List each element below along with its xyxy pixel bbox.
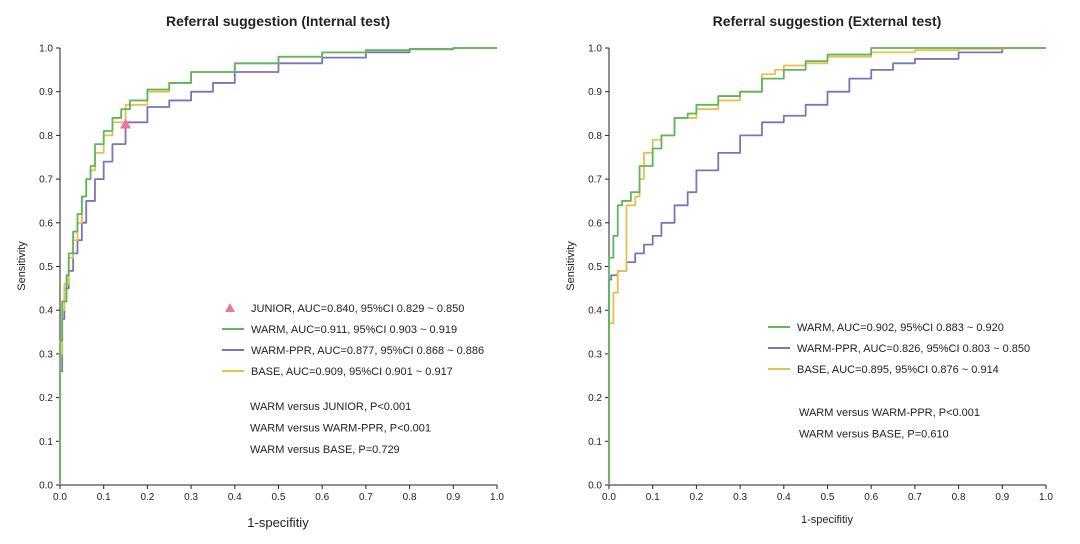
x-tick-label: 0.1: [646, 492, 660, 503]
x-tick-label: 0.3: [184, 492, 198, 503]
x-tick-label: 0.0: [53, 492, 67, 503]
series-line-base: [608, 47, 1046, 485]
y-tick-label: 0.6: [588, 218, 602, 229]
chart-internal: Referral suggestion (Internal test) Sens…: [16, 13, 504, 530]
annotation-text: WARM versus BASE, P=0.729: [250, 444, 400, 456]
x-tick-label: 1.0: [1039, 492, 1053, 503]
y-tick-label: 0.7: [588, 175, 602, 186]
y-axis-label: Sensitivity: [16, 241, 28, 291]
chart-external: Referral suggestion (External test) Sens…: [565, 13, 1053, 526]
series-line-warm: [59, 47, 497, 485]
x-axis-label: 1-specifitiy: [247, 515, 309, 530]
y-tick-label: 0.5: [588, 262, 602, 273]
y-tick-label: 0.8: [39, 131, 53, 142]
y-tick-label: 1.0: [588, 44, 602, 55]
y-axis-label: Sensitivity: [565, 241, 577, 291]
x-tick-label: 0.5: [272, 492, 286, 503]
annotation-text: WARM versus WARM-PPR, P<0.001: [250, 423, 431, 435]
annotations: WARM versus WARM-PPR, P<0.001 WARM versus…: [799, 407, 980, 441]
annotation-text: WARM versus WARM-PPR, P<0.001: [799, 407, 980, 419]
x-tick-label: 0.2: [689, 492, 703, 503]
y-tick-label: 0.2: [39, 393, 53, 404]
series-group: [608, 47, 1046, 485]
series-line-base: [59, 47, 497, 485]
legend-marker-junior: [225, 303, 235, 312]
x-axis-label: 1-specifitiy: [801, 514, 853, 526]
legend-label-warm: WARM, AUC=0.902, 95%CI 0.883 ~ 0.920: [797, 322, 1004, 334]
chart-title: Referral suggestion (External test): [713, 13, 942, 29]
legend-label-base: BASE, AUC=0.895, 95%CI 0.876 ~ 0.914: [797, 364, 999, 376]
legend-label-junior: JUNIOR, AUC=0.840, 95%CI 0.829 ~ 0.850: [251, 303, 464, 315]
y-tick-label: 0.1: [588, 437, 602, 448]
legend-label-warm-ppr: WARM-PPR, AUC=0.826, 95%CI 0.803 ~ 0.850: [797, 343, 1030, 355]
series-line-warm-ppr: [608, 47, 1046, 485]
y-tick-label: 0.9: [39, 87, 53, 98]
legend-label-warm: WARM, AUC=0.911, 95%CI 0.903 ~ 0.919: [251, 324, 457, 336]
x-tick-label: 0.8: [952, 492, 966, 503]
y-tick-label: 0.8: [588, 131, 602, 142]
ticks: 0.00.0 0.1 0.1 0.2 0.2 0.3 0.3 0.4 0.4 0.5 0.5 0.6 0…: [39, 44, 504, 504]
x-tick-label: 0.9: [446, 492, 460, 503]
x-tick-label: 0.2: [140, 492, 154, 503]
annotation-text: WARM versus JUNIOR, P<0.001: [250, 401, 411, 413]
x-tick-label: 0.9: [995, 492, 1009, 503]
annotation-text: WARM versus BASE, P=0.610: [799, 429, 949, 441]
x-tick-label: 0.7: [359, 492, 373, 503]
x-tick-label: 0.1: [97, 492, 111, 503]
x-tick-label: 0.8: [403, 492, 417, 503]
y-tick-label: 0.4: [588, 306, 602, 317]
ticks: 0.00.0 0.1 0.1 0.2 0.2 0.3 0.3 0.4 0.4 0.5 0.5 0.6 0…: [588, 44, 1053, 504]
y-tick-label: 0.3: [588, 349, 602, 360]
x-tick-label: 0.7: [908, 492, 922, 503]
y-tick-label: 0.6: [39, 218, 53, 229]
y-tick-label: 0.7: [39, 175, 53, 186]
marker-junior: [120, 118, 132, 129]
series-group: [59, 47, 497, 485]
y-tick-label: 0.1: [39, 437, 53, 448]
y-tick-label: 1.0: [39, 44, 53, 55]
y-tick-label: 0.4: [39, 306, 53, 317]
x-tick-label: 0.4: [228, 492, 242, 503]
y-tick-label: 0.2: [588, 393, 602, 404]
chart-title: Referral suggestion (Internal test): [166, 13, 390, 29]
x-tick-label: 0.6: [864, 492, 878, 503]
y-tick-label: 0.0: [39, 481, 53, 492]
legend: WARM, AUC=0.902, 95%CI 0.883 ~ 0.920 WARM…: [768, 322, 1030, 376]
x-tick-label: 0.0: [602, 492, 616, 503]
series-line-warm-ppr: [59, 47, 497, 485]
x-tick-label: 0.4: [777, 492, 791, 503]
legend-label-warm-ppr: WARM-PPR, AUC=0.877, 95%CI 0.868 ~ 0.886: [251, 345, 484, 357]
x-tick-label: 0.6: [315, 492, 329, 503]
x-tick-label: 0.3: [733, 492, 747, 503]
legend-label-base: BASE, AUC=0.909, 95%CI 0.901 ~ 0.917: [251, 366, 453, 378]
y-tick-label: 0.5: [39, 262, 53, 273]
y-tick-label: 0.3: [39, 349, 53, 360]
y-tick-label: 0.9: [588, 87, 602, 98]
annotations: WARM versus JUNIOR, P<0.001 WARM versus W…: [250, 401, 431, 456]
x-tick-label: 0.5: [821, 492, 835, 503]
legend: JUNIOR, AUC=0.840, 95%CI 0.829 ~ 0.850 WA…: [222, 303, 484, 378]
y-tick-label: 0.0: [588, 481, 602, 492]
x-tick-label: 1.0: [490, 492, 504, 503]
series-line-warm: [608, 47, 1046, 485]
